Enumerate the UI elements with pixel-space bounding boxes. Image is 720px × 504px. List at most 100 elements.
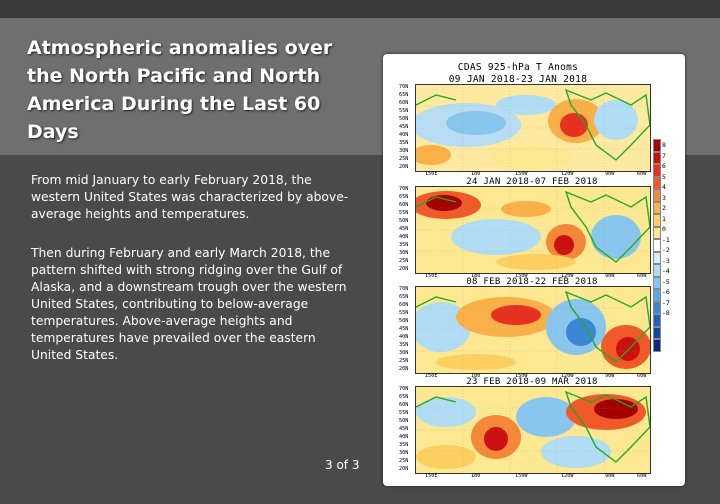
colorbar-label: -4 — [662, 267, 670, 275]
lon-label: 60W — [637, 171, 647, 177]
colorbar-label: 0 — [662, 225, 666, 233]
lon-label: 180 — [471, 171, 481, 177]
colorbar-swatch — [653, 264, 661, 277]
map-panel-1 — [415, 84, 651, 172]
colorbar-swatch — [653, 164, 661, 177]
panel-1-label: 09 JAN 2018-23 JAN 2018 — [448, 74, 588, 85]
colorbar-swatch — [653, 326, 661, 339]
map-panel-2 — [415, 186, 651, 274]
lat-label: 60N — [399, 402, 409, 408]
lat-label: 25N — [399, 458, 409, 464]
colorbar-labels: 8 7 6 5 4 3 2 1 0 -1 -2 -3 -4 -5 -6 -7 -… — [662, 140, 670, 319]
colorbar-label: 8 — [662, 141, 666, 149]
lat-label: 25N — [399, 358, 409, 364]
colorbar-swatch — [653, 276, 661, 289]
colorbar-label: 6 — [662, 162, 666, 170]
lat-label: 35N — [399, 342, 409, 348]
lon-label: 150E — [425, 273, 438, 279]
lat-label: 40N — [399, 334, 409, 340]
lon-label: 90W — [605, 473, 615, 479]
lat-label: 20N — [399, 164, 409, 170]
lat-label: 25N — [399, 156, 409, 162]
lat-label: 70N — [399, 386, 409, 392]
paragraph-1: From mid January to early February 2018,… — [31, 173, 349, 221]
lat-label: 20N — [399, 466, 409, 472]
lon-label: 180 — [471, 273, 481, 279]
lat-label: 35N — [399, 442, 409, 448]
figure-title: CDAS 925-hPa T Anoms — [457, 62, 579, 73]
colorbar-label: 2 — [662, 204, 666, 212]
lat-label: 45N — [399, 326, 409, 332]
lat-label: 50N — [399, 418, 409, 424]
lat-label: 65N — [399, 394, 409, 400]
lat-label: 40N — [399, 234, 409, 240]
top-bar — [0, 0, 720, 18]
lat-label: 45N — [399, 426, 409, 432]
colorbar-label: 1 — [662, 214, 666, 223]
colorbar-swatch — [653, 339, 661, 352]
colorbar-swatch — [653, 139, 661, 152]
lon-label: 150E — [425, 171, 438, 177]
slide-title: Atmospheric anomalies over the North Pac… — [27, 37, 333, 143]
paragraph-2: Then during February and early March 201… — [31, 246, 347, 362]
lat-label: 45N — [399, 226, 409, 232]
colorbar-swatch — [653, 289, 661, 302]
lon-label: 150W — [515, 171, 528, 177]
colorbar-swatch — [653, 189, 661, 202]
lat-label: 70N — [399, 286, 409, 292]
lat-labels-2: 70N 65N 60N 55N 50N 45N 40N 35N 30N 25N … — [399, 185, 415, 273]
colorbar-swatch — [653, 151, 661, 164]
lat-label: 30N — [399, 148, 409, 154]
lat-label: 40N — [399, 132, 409, 138]
colorbar-swatch — [653, 226, 661, 239]
lat-label: 50N — [399, 318, 409, 324]
page-number: 3 of 3 — [325, 458, 360, 472]
lat-label: 55N — [399, 210, 409, 216]
lat-label: 35N — [399, 140, 409, 146]
lat-label: 60N — [399, 302, 409, 308]
colorbar-label: 5 — [662, 172, 666, 181]
lat-label: 30N — [399, 350, 409, 356]
colorbar-swatch — [653, 201, 661, 214]
lon-label: 180 — [471, 473, 481, 479]
lat-label: 50N — [399, 116, 409, 122]
lon-label: 60W — [637, 273, 647, 279]
colorbar-swatch — [653, 239, 661, 252]
colorbar-label: 7 — [662, 151, 666, 160]
lat-label: 70N — [399, 84, 409, 90]
lat-label: 65N — [399, 194, 409, 200]
lon-label: 60W — [637, 373, 647, 379]
lat-label: 45N — [399, 124, 409, 130]
colorbar-swatch — [653, 214, 661, 227]
lat-label: 25N — [399, 258, 409, 264]
lon-label: 150E — [425, 373, 438, 379]
lon-label: 60W — [637, 473, 647, 479]
lat-label: 35N — [399, 242, 409, 248]
lon-label: 90W — [605, 373, 615, 379]
lat-label: 50N — [399, 218, 409, 224]
lat-label: 30N — [399, 450, 409, 456]
lon-label: 90W — [605, 171, 615, 177]
anomaly-figure: CDAS 925-hPa T Anoms 09 JAN 2018-23 JAN … — [383, 54, 685, 486]
colorbar-label: 3 — [662, 193, 666, 202]
panel-4-label: 23 FEB 2018-09 MAR 2018 — [466, 377, 598, 387]
colorbar-label: -8 — [662, 309, 670, 317]
lat-label: 20N — [399, 266, 409, 272]
lon-label: 120W — [561, 373, 574, 379]
lat-label: 55N — [399, 108, 409, 114]
lat-labels-3: 70N 65N 60N 55N 50N 45N 40N 35N 30N 25N … — [399, 285, 415, 373]
lat-label: 55N — [399, 410, 409, 416]
map-panel-3 — [415, 286, 651, 374]
lat-label: 60N — [399, 100, 409, 106]
lat-label: 60N — [399, 202, 409, 208]
colorbar-swatch — [653, 301, 661, 314]
lon-label: 150W — [515, 273, 528, 279]
lat-labels-1: 70N 65N 60N 55N 50N 45N 40N 35N 30N 25N … — [399, 83, 415, 171]
lon-label: 120W — [561, 273, 574, 279]
colorbar-swatch — [653, 176, 661, 189]
lat-labels-4: 70N 65N 60N 55N 50N 45N 40N 35N 30N 25N … — [399, 385, 415, 473]
lon-label: 120W — [561, 171, 574, 177]
colorbar-label: -2 — [662, 246, 670, 254]
lat-label: 30N — [399, 250, 409, 256]
colorbar — [653, 139, 663, 352]
